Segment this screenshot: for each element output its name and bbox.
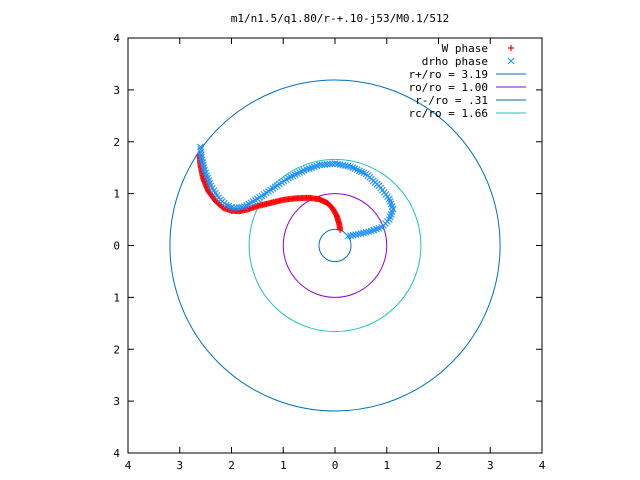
x-tick-label: 4 — [539, 459, 546, 472]
drho-phase-point — [197, 146, 205, 153]
drho-phase-point — [200, 164, 208, 172]
y-tick-label: 1 — [113, 291, 120, 304]
drho-phase-point — [318, 161, 326, 169]
drho-phase-point — [341, 162, 349, 170]
drho-phase-point — [354, 230, 362, 238]
drho-phase-point — [349, 231, 357, 239]
x-tick-label: 3 — [487, 459, 494, 472]
drho-phase-point — [365, 228, 373, 235]
drho-phase-point — [352, 231, 360, 238]
legend-label: drho phase — [422, 55, 488, 68]
legend-marker-plus — [508, 45, 514, 51]
phase-markers — [196, 143, 397, 240]
legend-label: r-/ro = .31 — [415, 94, 488, 107]
drho-phase-point — [344, 232, 352, 240]
x-tick-label: 3 — [176, 459, 183, 472]
y-tick-label: 1 — [113, 188, 120, 201]
reference-circle — [169, 79, 501, 412]
reference-circles — [169, 79, 501, 412]
drho-phase-point — [199, 159, 207, 166]
drho-phase-point — [344, 162, 352, 170]
reference-circle — [318, 228, 352, 263]
y-tick-label: 0 — [113, 240, 120, 253]
x-tick-label: 0 — [332, 459, 339, 472]
x-tick-label: 1 — [280, 459, 287, 472]
drho-phase-point — [336, 161, 344, 168]
legend-label: r+/ro = 3.19 — [409, 68, 488, 81]
y-tick-label: 3 — [113, 84, 120, 97]
legend-marker-x — [507, 57, 515, 65]
drho-phase-point — [198, 156, 206, 164]
y-tick-label: 3 — [113, 395, 120, 408]
reference-circle — [248, 158, 422, 333]
x-tick-label: 4 — [125, 459, 132, 472]
reference-circle — [282, 193, 388, 298]
legend-label: rc/ro = 1.66 — [409, 107, 488, 120]
drho-phase-point — [357, 230, 365, 237]
drho-phase-point — [362, 228, 370, 236]
drho-phase-point — [347, 163, 354, 171]
drho-phase-point — [199, 161, 207, 169]
x-tick-label: 1 — [383, 459, 390, 472]
legend-label: ro/ro = 1.00 — [409, 81, 488, 94]
y-tick-label: 4 — [113, 32, 120, 45]
legend-label: W phase — [442, 42, 488, 55]
drho-phase-point — [334, 160, 341, 168]
drho-phase-point — [339, 161, 347, 169]
y-tick-label: 2 — [113, 343, 120, 356]
drho-phase-point — [201, 166, 208, 174]
drho-phase-point — [360, 229, 367, 237]
y-tick-label: 2 — [113, 136, 120, 149]
chart-title: m1/n1.5/q1.80/r-+.10-j53/M0.1/512 — [231, 12, 450, 25]
x-tick-label: 2 — [435, 459, 442, 472]
y-tick-label: 4 — [113, 447, 120, 460]
drho-phase-point — [197, 143, 204, 151]
drho-phase-point — [347, 232, 354, 240]
x-tick-label: 2 — [228, 459, 235, 472]
